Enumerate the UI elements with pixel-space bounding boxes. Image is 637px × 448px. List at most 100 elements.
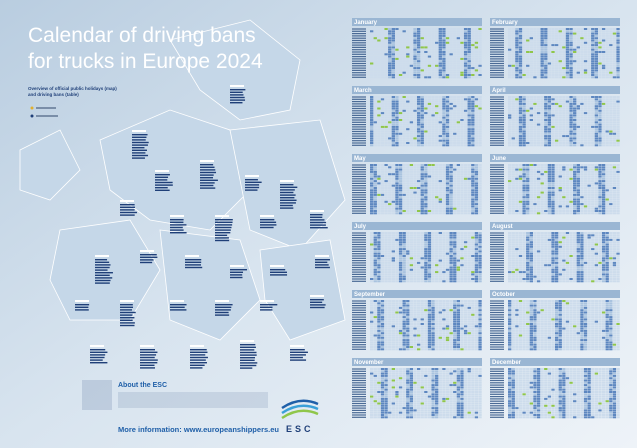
day-cell	[547, 180, 552, 183]
holiday-line	[170, 304, 187, 306]
day-cell	[612, 144, 617, 147]
day-cell	[373, 114, 377, 117]
day-cell	[380, 102, 385, 105]
day-cell	[529, 191, 533, 194]
day-cell	[424, 62, 428, 65]
day-cell	[380, 123, 385, 126]
day-cell	[380, 271, 385, 274]
day-cell	[598, 130, 602, 133]
day-cell	[508, 96, 512, 98]
day-cell	[471, 57, 475, 60]
holiday-line	[280, 207, 294, 209]
day-cell	[562, 96, 566, 98]
day-cell	[395, 250, 399, 253]
day-cell	[416, 212, 421, 215]
day-cell	[445, 105, 450, 108]
day-cell	[573, 71, 577, 74]
day-cell	[612, 125, 617, 128]
day-cell	[526, 175, 530, 178]
day-cell	[453, 69, 457, 72]
day-cell	[474, 243, 479, 246]
day-cell	[467, 207, 471, 210]
day-cell	[453, 41, 457, 44]
day-cell	[474, 266, 479, 269]
day-cell	[558, 37, 562, 40]
day-cell	[431, 105, 435, 108]
day-cell	[377, 137, 381, 140]
day-cell	[384, 48, 388, 51]
day-cell	[406, 112, 410, 115]
day-cell	[601, 37, 606, 40]
day-cell	[420, 128, 424, 131]
day-cell	[478, 53, 482, 56]
day-cell	[409, 170, 414, 173]
day-cell	[526, 170, 530, 173]
day-cell	[420, 238, 424, 241]
day-cell	[435, 125, 439, 128]
day-cell	[544, 191, 548, 194]
day-cell	[605, 64, 609, 67]
day-cell	[373, 44, 377, 47]
day-cell	[463, 76, 468, 79]
day-cell	[511, 166, 515, 169]
day-cell	[438, 130, 442, 133]
day-cell	[583, 205, 588, 208]
day-cell	[609, 96, 613, 98]
day-cell	[605, 98, 609, 101]
day-cell	[438, 234, 442, 237]
day-cell	[391, 168, 395, 171]
day-cell	[460, 102, 464, 105]
day-cell	[388, 236, 392, 239]
day-cell	[536, 60, 541, 63]
day-cell	[554, 107, 559, 110]
day-cell	[526, 193, 530, 196]
day-cell	[413, 132, 417, 135]
day-cell	[601, 193, 606, 196]
day-cell	[580, 139, 584, 142]
day-cell	[406, 107, 410, 110]
day-cell	[449, 69, 453, 72]
day-cell	[416, 243, 421, 246]
day-cell	[449, 62, 453, 65]
day-cell	[580, 60, 584, 63]
day-cell	[515, 30, 519, 33]
day-cell	[402, 44, 406, 47]
day-cell	[609, 44, 613, 47]
day-cell	[508, 125, 512, 128]
day-cell	[580, 173, 584, 176]
day-cell	[388, 123, 392, 126]
day-cell	[373, 67, 377, 70]
day-cell	[612, 135, 617, 138]
day-cell	[402, 119, 406, 121]
day-cell	[380, 252, 385, 255]
day-cell	[431, 46, 435, 49]
day-cell	[591, 132, 595, 135]
holiday-line	[95, 266, 110, 269]
day-cell	[508, 191, 512, 194]
day-cell	[453, 189, 457, 192]
day-cell	[395, 128, 399, 131]
day-cell	[409, 41, 414, 44]
day-cell	[587, 37, 591, 40]
day-cell	[554, 76, 559, 79]
day-cell	[511, 102, 515, 105]
holiday-line	[200, 166, 215, 168]
day-cell	[580, 48, 584, 51]
day-cell	[384, 76, 388, 79]
day-cell	[398, 257, 403, 260]
day-cell	[395, 34, 399, 37]
day-cell	[460, 264, 464, 267]
day-cell	[511, 32, 515, 35]
day-cell	[562, 71, 566, 74]
day-cell	[402, 200, 406, 203]
day-cell	[388, 257, 392, 260]
day-cell	[377, 250, 381, 253]
row-label	[352, 144, 366, 146]
day-cell	[533, 30, 537, 33]
day-cell	[478, 261, 482, 264]
day-cell	[547, 37, 552, 40]
day-cell	[529, 76, 533, 79]
day-cell	[398, 142, 403, 144]
day-cell	[384, 69, 388, 72]
row-label	[490, 205, 504, 207]
